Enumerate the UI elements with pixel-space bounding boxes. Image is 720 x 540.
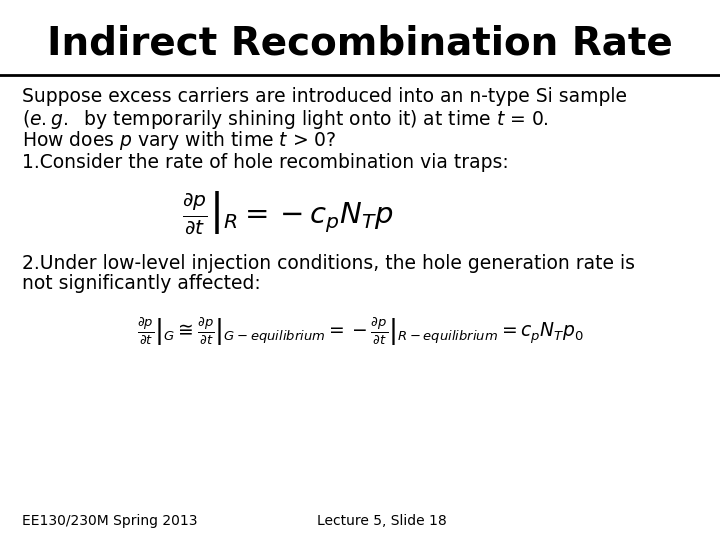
Text: Indirect Recombination Rate: Indirect Recombination Rate [47, 24, 673, 62]
Text: 1.Consider the rate of hole recombination via traps:: 1.Consider the rate of hole recombinatio… [22, 153, 508, 172]
Text: $\left.\frac{\partial p}{\partial t}\right|_R = -c_p N_T p$: $\left.\frac{\partial p}{\partial t}\rig… [182, 190, 394, 238]
Text: 2.Under low-level injection conditions, the hole generation rate is: 2.Under low-level injection conditions, … [22, 254, 634, 273]
Text: EE130/230M Spring 2013: EE130/230M Spring 2013 [22, 514, 197, 528]
Text: How does $\it{p}$ vary with time $\it{t}$ > 0?: How does $\it{p}$ vary with time $\it{t}… [22, 129, 336, 152]
Text: Suppose excess carriers are introduced into an n-type Si sample: Suppose excess carriers are introduced i… [22, 87, 626, 106]
Text: ($\it{e.g.}$  by temporarily shining light onto it) at time $\it{t}$ = 0.: ($\it{e.g.}$ by temporarily shining ligh… [22, 108, 549, 131]
Text: $\left.\frac{\partial p}{\partial t}\right|_G \cong \left.\frac{\partial p}{\par: $\left.\frac{\partial p}{\partial t}\rig… [137, 316, 583, 348]
Text: Lecture 5, Slide 18: Lecture 5, Slide 18 [317, 514, 446, 528]
Text: not significantly affected:: not significantly affected: [22, 274, 261, 293]
